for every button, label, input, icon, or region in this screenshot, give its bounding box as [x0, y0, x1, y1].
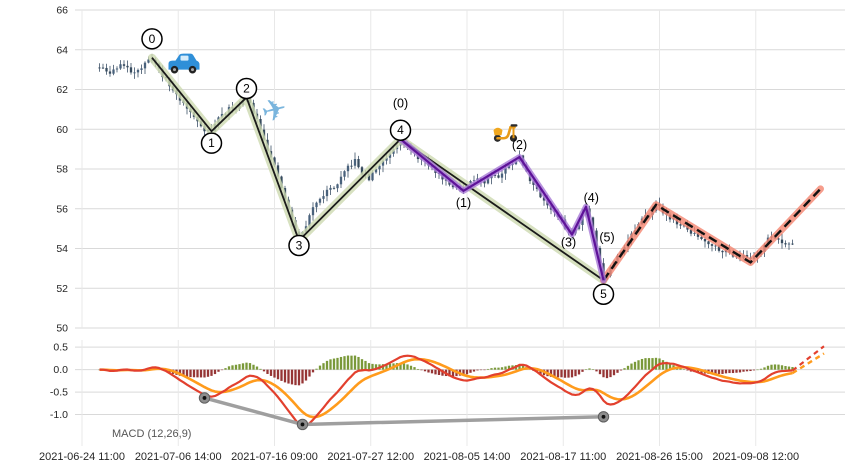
y-tick-label: 64	[56, 44, 68, 56]
wave-label: (5)	[599, 231, 614, 245]
wave-label: 0	[149, 32, 156, 46]
wave-label: 2	[243, 82, 250, 96]
y-tick-label: 60	[56, 124, 68, 136]
macd-tick-label: 0.5	[53, 342, 68, 354]
wave-label: (2)	[512, 138, 527, 152]
wave-label: 3	[296, 239, 303, 253]
major-wave-line	[151, 57, 605, 282]
x-tick-label: 2021-09-08 12:00	[712, 451, 799, 463]
x-tick-label: 2021-06-24 11:00	[39, 451, 125, 463]
y-tick-label: 62	[56, 84, 68, 96]
y-tick-label: 56	[56, 203, 68, 215]
x-tick-label: 2021-07-27 12:00	[327, 451, 414, 463]
airplane-emoji: ✈	[258, 92, 290, 130]
minor-wave-line	[399, 138, 605, 281]
macd-label: MACD (12,26,9)	[112, 428, 191, 440]
wave-label: (3)	[561, 236, 576, 250]
wave-label: (4)	[584, 191, 599, 205]
y-tick-label: 66	[56, 5, 68, 17]
wave-label: 5	[600, 287, 607, 301]
macd-divergence-line	[198, 392, 610, 431]
macd-tick-label: 0.0	[53, 364, 68, 376]
x-tick-label: 2021-08-26 15:00	[616, 451, 703, 463]
wave-labels: 0 1 2 3 4 5 (0) (1) (2) (3) (4) (5)	[141, 28, 615, 305]
wave-circle	[288, 234, 310, 257]
airplane-icon-glyph: ✈	[258, 92, 290, 130]
macd-panel	[98, 345, 825, 427]
wave-label: 4	[397, 123, 404, 137]
wave-circle	[389, 119, 412, 141]
wave-label: (1)	[456, 196, 471, 210]
x-tick-label: 2021-08-17 11:00	[520, 451, 606, 463]
elliott-wave-lines	[148, 53, 824, 285]
macd-tick-label: -0.5	[50, 387, 68, 399]
wave-circle	[200, 132, 223, 154]
forecast-wave-line	[602, 188, 822, 281]
x-tick-label: 2021-07-16 09:00	[231, 451, 318, 463]
y-tick-label: 58	[56, 164, 68, 176]
wave-circle	[141, 28, 163, 50]
wave-label: 1	[208, 136, 215, 150]
wave-emojis: ✈	[168, 53, 518, 142]
macd-signal-line	[99, 357, 793, 419]
divergence-line	[204, 396, 604, 427]
y-tick-label: 50	[56, 323, 68, 335]
wave-circle	[235, 77, 258, 100]
macd-line-forecast	[791, 345, 825, 372]
macd-line	[99, 354, 793, 427]
macd-signal-forecast	[791, 352, 825, 375]
y-tick-label: 54	[56, 243, 68, 255]
car-emoji	[168, 53, 200, 74]
axis-labels: 6664626058565452500.50.0-0.5-1.02021-06-…	[39, 5, 799, 464]
y-tick-label: 52	[56, 283, 68, 295]
macd-tick-label: -1.0	[50, 409, 68, 421]
scooter-emoji	[493, 124, 518, 142]
wave-label: (0)	[393, 96, 408, 110]
wave-circle	[592, 283, 615, 305]
x-tick-label: 2021-08-05 14:00	[424, 451, 511, 463]
x-tick-label: 2021-07-06 14:00	[135, 451, 222, 463]
